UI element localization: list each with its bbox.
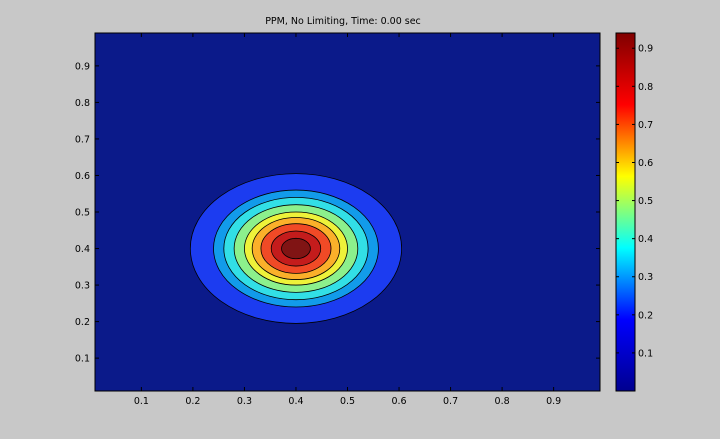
colorbar-tick-label: 0.4: [638, 234, 653, 245]
contour-fills: [189, 173, 403, 324]
y-tick-label: 0.8: [75, 98, 90, 109]
x-tick-label: 0.5: [340, 396, 355, 407]
colorbar-tick-label: 0.1: [638, 348, 653, 359]
colorbar-scale: [615, 32, 636, 392]
x-tick-label: 0.3: [237, 396, 252, 407]
y-tick-label: 0.7: [75, 134, 90, 145]
y-tick-label: 0.2: [75, 317, 90, 328]
x-tick-label: 0.8: [495, 396, 510, 407]
colorbar-tick-label: 0.8: [638, 82, 653, 93]
y-tick-label: 0.9: [75, 61, 90, 72]
colorbar-tick-label: 0.2: [638, 310, 653, 321]
x-tick-label: 0.2: [185, 396, 200, 407]
colorbar-tick-label: 0.7: [638, 120, 653, 131]
contour-level-0.9: [281, 237, 311, 260]
colorbar-tick-label: 0.6: [638, 158, 653, 169]
chart-title: PPM, No Limiting, Time: 0.00 sec: [265, 16, 421, 27]
colorbar-tick-label: 0.9: [638, 44, 653, 55]
colorbar-tick-label: 0.5: [638, 196, 653, 207]
x-tick-label: 0.1: [134, 396, 149, 407]
colorbar: 0.1 0.2 0.3 0.4 0.5 0.6 0.7 0.8 0.9: [615, 32, 653, 392]
x-tick-label: 0.7: [443, 396, 458, 407]
x-tick-label: 0.6: [391, 396, 406, 407]
x-axis: 0.1 0.2 0.3 0.4 0.5 0.6 0.7 0.8 0.9: [134, 33, 561, 407]
y-tick-label: 0.1: [75, 354, 90, 365]
plot-area: 0.1 0.2 0.3 0.4 0.5 0.6 0.7 0.8 0.9 0.1 0.2 0.3 0.4…: [75, 32, 601, 407]
x-tick-label: 0.4: [288, 396, 303, 407]
colorbar-ticks: 0.1 0.2 0.3 0.4 0.5 0.6 0.7 0.8 0.9: [616, 44, 653, 359]
colorbar-tick-label: 0.3: [638, 272, 653, 283]
x-tick-label: 0.9: [546, 396, 561, 407]
y-tick-label: 0.6: [75, 171, 90, 182]
y-tick-label: 0.5: [75, 208, 90, 219]
y-axis: 0.1 0.2 0.3 0.4 0.5 0.6 0.7 0.8 0.9: [75, 61, 600, 365]
y-tick-label: 0.4: [75, 244, 90, 255]
y-tick-label: 0.3: [75, 281, 90, 292]
